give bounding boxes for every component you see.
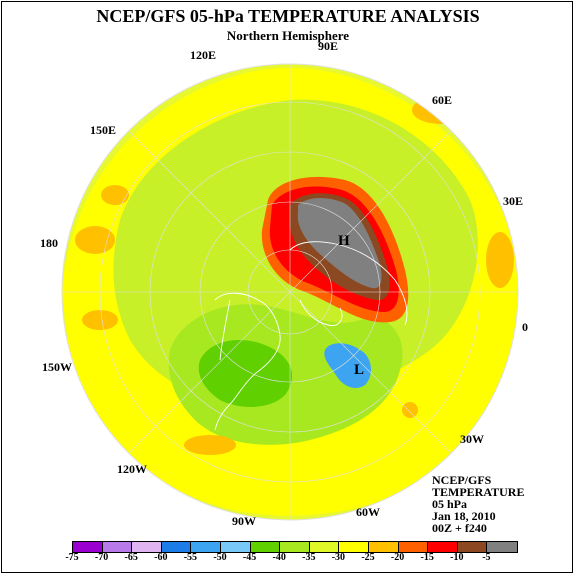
- field-orange-patch-4: [486, 232, 514, 288]
- field-orange-patch-2: [101, 185, 129, 205]
- colorbar-tick-label: -20: [390, 552, 405, 563]
- colorbar-segment: [487, 542, 517, 552]
- longitude-label-0: 0: [522, 320, 528, 334]
- coastline-greenland: [299, 299, 343, 326]
- colorbar-tick-label: -40: [272, 552, 286, 563]
- colorbar-tick-label: -55: [183, 552, 198, 563]
- low-pressure-label: L: [354, 362, 364, 378]
- longitude-label-120e: 120E: [190, 48, 217, 62]
- map-title: NCEP/GFS 05-hPa TEMPERATURE ANALYSIS: [96, 6, 480, 26]
- colorbar-segment: [191, 542, 221, 552]
- colorbar-tick-label: -5: [482, 552, 491, 563]
- colorbar-tick-label: -30: [331, 552, 346, 563]
- info-line-field: TEMPERATURE: [432, 485, 525, 499]
- high-pressure-label: H: [338, 233, 350, 249]
- colorbar-tick-label: -35: [302, 552, 316, 563]
- product-info: NCEP/GFS TEMPERATURE 05 hPa Jan 18, 2010…: [432, 474, 524, 534]
- field-orange-patch-1: [75, 226, 115, 254]
- colorbar-tick-label: -60: [154, 552, 168, 563]
- colorbar-tick-label: -15: [420, 552, 434, 563]
- colorbar-segment: [220, 542, 251, 552]
- colorbar-segment: [280, 542, 310, 552]
- longitude-label-60e: 60E: [432, 93, 453, 107]
- colorbar-segment: [428, 542, 458, 552]
- colorbar-segment: [73, 542, 103, 552]
- longitude-label-30w: 30W: [460, 432, 484, 446]
- meridian-4: [128, 130, 452, 454]
- colorbar-segment: [457, 542, 488, 552]
- longitude-label-150e: 150E: [90, 123, 117, 137]
- colorbar-tick-label: -45: [242, 552, 257, 563]
- info-line-date: Jan 18, 2010: [432, 509, 496, 523]
- info-line-model: NCEP/GFS: [432, 473, 492, 487]
- colorbar-segment: [398, 542, 429, 552]
- longitude-label-90w: 90W: [232, 514, 256, 528]
- field-warm-grey: [297, 197, 382, 289]
- colorbar-segment: [250, 542, 281, 552]
- longitude-label-180: 180: [40, 236, 58, 250]
- temperature-colorbar: [72, 541, 518, 553]
- colorbar-segment: [132, 542, 162, 552]
- longitude-label-150w: 150W: [42, 360, 72, 374]
- colorbar-tick-labels: -75 -70 -65 -60 -55 -50 -45 -40 -35 -30 -25 -20 -15 -…: [0, 552, 576, 566]
- colorbar-segment: [161, 542, 192, 552]
- graticule: [62, 64, 518, 520]
- field-orange-patch-5: [184, 435, 236, 455]
- map-subtitle: Northern Hemisphere: [226, 28, 350, 43]
- longitude-label-30e: 30E: [503, 194, 524, 208]
- coastlines: [214, 241, 408, 431]
- colorbar-tick-label: -70: [94, 552, 109, 563]
- longitude-label-120w: 120W: [117, 462, 147, 476]
- longitude-label-90e: 90E: [318, 39, 339, 53]
- colorbar-tick-label: -25: [361, 552, 375, 563]
- field-orange-patch-6: [402, 402, 418, 418]
- colorbar-segment: [309, 542, 340, 552]
- colorbar-tick-label: -10: [450, 552, 464, 563]
- field-darkgreen-patch: [198, 340, 293, 407]
- coastline-eurasia: [289, 241, 408, 326]
- coastline-north-america: [214, 292, 281, 431]
- colorbar-tick-label: -50: [213, 552, 227, 563]
- field-cold-blue: [324, 343, 372, 389]
- info-line-level: 05 hPa: [432, 497, 468, 511]
- longitude-label-60w: 60W: [356, 505, 380, 519]
- field-orange-patch-7: [82, 310, 118, 330]
- map-boundary: [61, 63, 519, 521]
- colorbar-tick-label: -75: [65, 552, 79, 563]
- colorbar-segment: [339, 542, 369, 552]
- colorbar-segment: [368, 542, 399, 552]
- info-line-forecast: 00Z + f240: [432, 521, 487, 535]
- colorbar-segment: [102, 542, 133, 552]
- colorbar-tick-label: -65: [124, 552, 138, 563]
